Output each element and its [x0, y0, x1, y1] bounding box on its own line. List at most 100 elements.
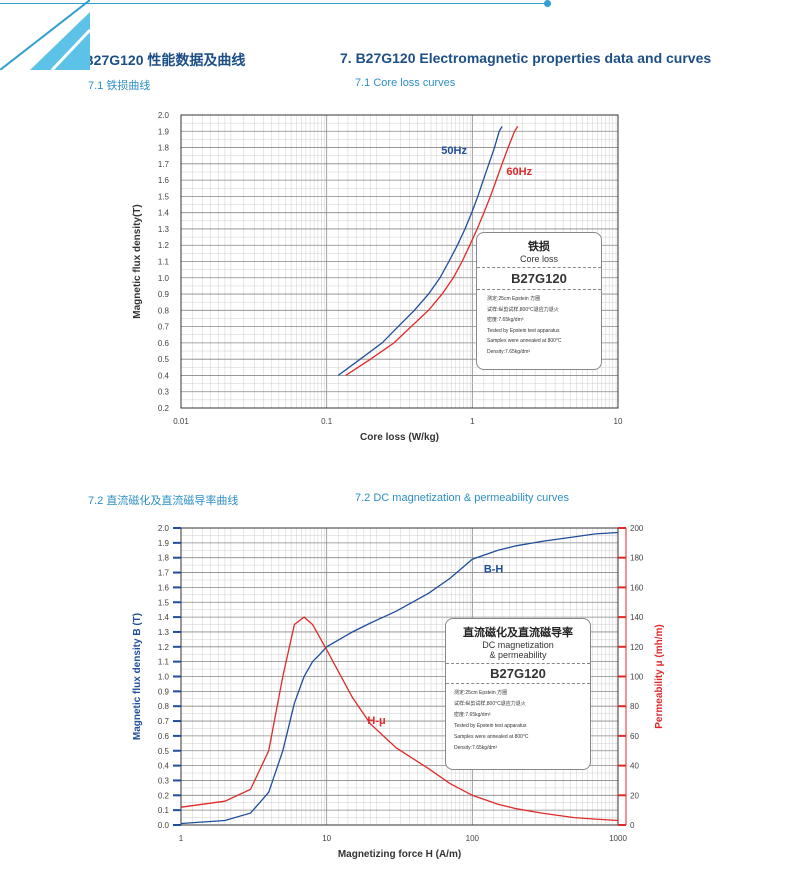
series-label: 60Hz [506, 166, 532, 178]
y-tick-label: 0.5 [158, 355, 170, 364]
box2-note: Density:7.65kg/dm³ [454, 745, 498, 751]
x-tick-label: 10 [322, 834, 331, 843]
y-tick-label: 0.5 [158, 747, 170, 756]
y-tick-label: 1.1 [158, 658, 170, 667]
section2-title-en: 7.2 DC magnetization & permeability curv… [355, 492, 569, 504]
y2-tick-label: 140 [630, 613, 644, 622]
y-tick-label: 1.7 [158, 160, 170, 169]
y2-tick-label: 0 [630, 821, 635, 830]
corner-decoration [0, 0, 90, 70]
x-tick-label: 100 [466, 834, 480, 843]
y-tick-label: 1.1 [158, 258, 170, 267]
series-label: B-H [484, 564, 504, 576]
y-tick-label: 1.2 [158, 241, 170, 250]
y2-tick-label: 120 [630, 643, 644, 652]
section2-title-cn: 7.2 直流磁化及直流磁导率曲线 [88, 495, 239, 507]
top-rule [0, 3, 548, 4]
core-loss-info-box: 铁损 Core loss B27G120 测定:25cm Epstein 方圈 … [476, 232, 602, 370]
x-tick-label: 0.01 [173, 417, 189, 426]
y-tick-label: 0.9 [158, 687, 170, 696]
box2-note: Tested by Epstein test apparatus [454, 723, 527, 729]
box1-title-en: Core loss [519, 254, 558, 264]
box2-title-cn: 直流磁化及直流磁导率 [463, 627, 573, 639]
box2-note: 测定:25cm Epstein 方圈 [454, 690, 508, 696]
dc-magnetization-info-box: 直流磁化及直流磁导率 DC magnetization & permeabili… [445, 618, 591, 770]
box1-note: 密度:7.65kg/dm³ [487, 317, 524, 323]
y-tick-label: 0.4 [158, 371, 170, 380]
y-tick-label: 1.4 [158, 613, 170, 622]
y-tick-label: 0.8 [158, 306, 170, 315]
y2-tick-label: 20 [630, 791, 639, 800]
series-line-H-μ [180, 616, 619, 822]
top-rule-dot [544, 0, 551, 7]
x-tick-label: 1 [179, 834, 184, 843]
y-tick-label: 0.9 [158, 290, 170, 299]
series-label: 50Hz [441, 145, 467, 157]
box2-title-en2: & permeability [489, 650, 547, 660]
section1-title-en: 7.1 Core loss curves [355, 77, 456, 89]
y-tick-label: 0.8 [158, 702, 170, 711]
core-loss-chart: 0.2 0.3 0.4 0.5 0.6 0.7 0.8 0.9 1.0 1.1 1.2 1.3 1.4 1… [132, 111, 623, 443]
box1-note: Density:7.65kg/dm³ [487, 348, 531, 355]
y-tick-label: 0.6 [158, 339, 170, 348]
y-tick-label: 0.7 [158, 323, 170, 332]
y-tick-label: 2.0 [158, 524, 170, 533]
y-axis-label: Magnetic flux density(T) [132, 204, 143, 318]
series-line-50Hz [337, 126, 503, 376]
series-line-B-H [180, 531, 619, 825]
box1-note: Samples were annealed at 800°C [487, 338, 562, 344]
y-tick-label: 1.9 [158, 127, 170, 136]
y-tick-label: 1.8 [158, 554, 170, 563]
box2-grade: B27G120 [490, 666, 546, 681]
plot-frame [180, 114, 619, 409]
y-tick-label: 0.7 [158, 717, 170, 726]
y-tick-label: 1.6 [158, 176, 170, 185]
y-tick-label: 1.4 [158, 209, 170, 218]
box1-note: 测定:25cm Epstein 方圈 [487, 296, 541, 302]
series-line-60Hz [345, 126, 519, 376]
y-tick-label: 0.2 [158, 791, 170, 800]
y-tick-label: 0.3 [158, 388, 170, 397]
y-tick-label: 1.8 [158, 144, 170, 153]
y-tick-label: 1.7 [158, 569, 170, 578]
x-axis-label: Magnetizing force H (A/m) [338, 849, 461, 860]
series-label: H-μ [367, 715, 385, 727]
section1-title-cn: 7.1 铁损曲线 [88, 80, 151, 92]
y-tick-label: 1.9 [158, 539, 170, 548]
x-tick-label: 1 [470, 417, 475, 426]
box1-title-cn: 铁损 [528, 241, 550, 253]
x-tick-label: 10 [614, 417, 623, 426]
y-tick-label: 0.2 [158, 404, 170, 413]
box1-note: 试样:纵剪试样,800°C退应力退火 [487, 306, 559, 313]
y-tick-label: 1.6 [158, 583, 170, 592]
x-axis-label: Core loss (W/kg) [360, 432, 439, 443]
box2-note: Samples were annealed at 800°C [454, 734, 529, 740]
y2-axis-label: Permeability μ (mh/m) [654, 624, 665, 728]
x-tick-label: 0.1 [321, 417, 333, 426]
y-tick-label: 2.0 [158, 111, 170, 120]
y-tick-label: 0.0 [158, 821, 170, 830]
y2-tick-label: 40 [630, 762, 639, 771]
y2-tick-label: 100 [630, 673, 644, 682]
box2-title-en1: DC magnetization [482, 640, 554, 650]
y-tick-label: 0.6 [158, 732, 170, 741]
box2-note: 密度:7.65kg/dm³ [454, 712, 491, 718]
y-tick-label: 0.3 [158, 776, 170, 785]
y-tick-label: 0.4 [158, 762, 170, 771]
y-tick-label: 1.3 [158, 628, 170, 637]
y2-tick-label: 60 [630, 732, 639, 741]
y-tick-label: 1.0 [158, 673, 170, 682]
y-axis-label: Magnetic flux density B (T) [132, 613, 143, 740]
y2-tick-label: 80 [630, 702, 639, 711]
y-tick-label: 1.0 [158, 274, 170, 283]
y2-tick-label: 160 [630, 583, 644, 592]
y-tick-label: 1.2 [158, 643, 170, 652]
box2-note: 试样:纵剪试样,800°C退应力退火 [454, 701, 526, 707]
box1-grade: B27G120 [511, 271, 567, 286]
title-cn: 7. B27G120 性能数据及曲线 [68, 52, 246, 68]
y2-tick-label: 180 [630, 554, 644, 563]
y-tick-label: 1.5 [158, 192, 170, 201]
title-en: 7. B27G120 Electromagnetic properties da… [340, 50, 712, 66]
box1-note: Tested by Epstein test apparatus [487, 327, 560, 334]
